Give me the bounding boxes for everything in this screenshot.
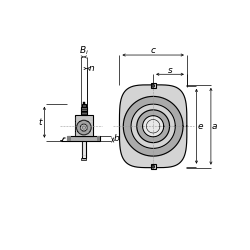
Bar bbox=[68, 136, 100, 141]
Bar bbox=[82, 158, 86, 160]
Bar bbox=[74, 115, 93, 136]
Bar bbox=[82, 102, 85, 104]
Bar bbox=[151, 164, 156, 169]
Text: s: s bbox=[168, 66, 172, 74]
Text: n: n bbox=[89, 64, 94, 73]
Circle shape bbox=[80, 124, 87, 131]
Text: e: e bbox=[197, 122, 203, 131]
Circle shape bbox=[152, 84, 155, 87]
Bar bbox=[97, 136, 100, 141]
Text: c: c bbox=[151, 46, 156, 55]
Bar bbox=[151, 83, 156, 88]
Polygon shape bbox=[131, 104, 175, 148]
Bar bbox=[82, 104, 86, 107]
Polygon shape bbox=[137, 110, 170, 142]
Polygon shape bbox=[123, 96, 183, 156]
Text: $B_i$: $B_i$ bbox=[79, 45, 89, 58]
Polygon shape bbox=[142, 116, 164, 137]
Circle shape bbox=[82, 126, 86, 129]
Circle shape bbox=[76, 120, 91, 135]
Bar bbox=[81, 111, 87, 115]
Bar bbox=[81, 107, 86, 111]
Polygon shape bbox=[120, 85, 187, 168]
Text: b: b bbox=[114, 134, 119, 143]
Circle shape bbox=[152, 165, 155, 168]
Text: a: a bbox=[212, 122, 217, 131]
Bar bbox=[68, 136, 71, 141]
Text: t: t bbox=[39, 118, 42, 127]
